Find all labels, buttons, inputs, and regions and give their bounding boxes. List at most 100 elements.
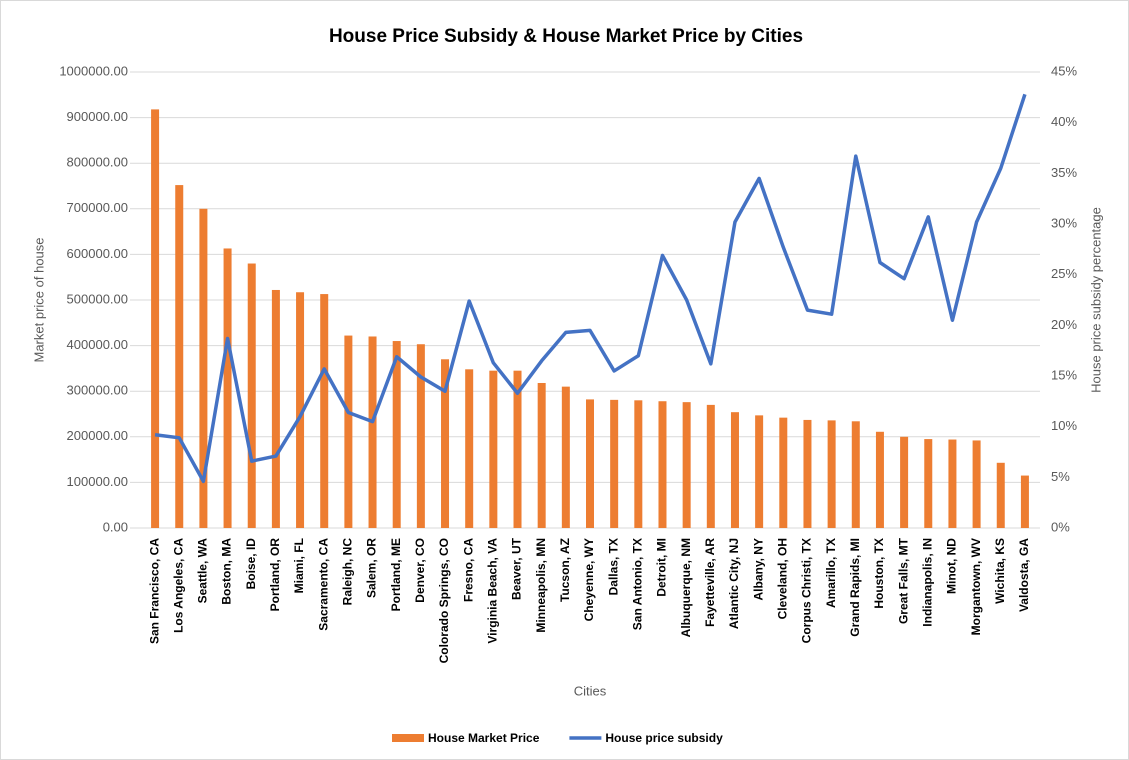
bar [537,382,546,528]
x-tick-label: Sacramento, CA [316,538,330,631]
bar [851,421,860,528]
bar [948,439,957,528]
y-tick-label: 800000.00 [67,155,128,170]
bar [175,185,184,528]
bar [658,401,667,528]
bar [610,399,619,528]
bar [271,289,280,528]
x-tick-label: Boston, MA [220,538,234,605]
bar [247,263,256,528]
bar [996,462,1005,528]
bar [755,415,764,528]
bar [586,399,594,528]
bar [199,208,208,529]
y-tick-label: 700000.00 [67,200,128,215]
bar [972,440,981,528]
x-tick-label: Boise, ID [244,538,258,590]
chart-title: House Price Subsidy & House Market Price… [329,26,803,47]
bar [827,420,836,528]
y-tick-label: 1000000.00 [59,63,128,78]
bar [392,341,401,528]
bar [900,436,909,528]
bar [513,370,522,528]
y2-tick-label: 20% [1051,317,1077,332]
y-tick-label: 300000.00 [67,383,128,398]
bar [682,402,691,528]
y-tick-label: 900000.00 [67,109,128,124]
x-tick-label: Seattle, WA [196,538,210,604]
y2-tick-label: 5% [1051,469,1070,484]
y2-tick-label: 35% [1051,165,1077,180]
x-axis-title: Cities [574,683,607,698]
x-tick-label: Minot, ND [945,538,959,594]
bar [1020,475,1029,528]
x-tick-label: Beaver, UT [510,537,524,600]
bar [441,359,450,528]
x-tick-label: Fayetteville, AR [703,538,717,627]
bar [779,417,788,528]
y-tick-label: 500000.00 [67,291,128,306]
x-tick-label: San Francisco, CA [147,538,161,644]
x-tick-label: Wichita, KS [993,538,1007,604]
x-tick-label: Portland, OR [268,538,282,612]
legend-label: House price subsidy [605,731,723,745]
x-tick-label: Morgantown, WV [969,538,983,635]
y-tick-label: 100000.00 [67,474,128,489]
x-tick-label: Albuquerque, NM [679,538,693,637]
x-tick-label: Salem, OR [365,538,379,598]
bar [730,412,739,528]
x-tick-label: Fresno, CA [461,538,475,602]
bar [296,292,305,528]
bar [465,369,474,528]
x-tick-label: Corpus Christi, TX [800,538,814,643]
y-tick-label: 200000.00 [67,428,128,443]
x-tick-label: Dallas, TX [606,538,620,595]
bar [368,336,377,528]
x-tick-label: Detroit, MI [655,538,669,597]
bar [634,400,643,528]
x-tick-label: Denver, CO [413,538,427,603]
bar [223,248,232,529]
bar [875,431,884,528]
x-tick-label: Minneapolis, MN [534,538,548,633]
x-tick-label: Amarillo, TX [824,538,838,608]
x-tick-label: Houston, TX [872,538,886,609]
legend-label: House Market Price [428,731,540,745]
x-tick-label: Miami, FL [292,538,306,593]
x-tick-label: Colorado Springs, CO [437,538,451,663]
x-tick-label: Atlantic City, NJ [727,538,741,629]
y2-tick-label: 45% [1051,63,1077,78]
x-tick-label: Great Falls, MT [896,537,910,624]
y2-tick-label: 15% [1051,367,1077,382]
bar [416,344,425,528]
y-tick-label: 400000.00 [67,337,128,352]
x-tick-label: Raleigh, NC [341,538,355,606]
x-tick-label: Cheyenne, WY [582,538,596,621]
y-tick-label: 0.00 [103,519,128,534]
x-tick-label: Albany, NY [751,538,765,600]
x-tick-label: Cleveland, OH [775,538,789,619]
x-tick-label: Los Angeles, CA [171,538,185,633]
x-tick-label: Indianapolis, IN [920,538,934,627]
line [154,93,1027,484]
x-tick-label: San Antonio, TX [630,538,644,630]
legend-swatch [392,734,424,742]
bar [320,294,329,528]
y2-axis-title: House price subsidy percentage [1088,207,1103,393]
bar [924,439,933,528]
x-tick-label: Valdosta, GA [1017,538,1031,612]
x-tick-label: Tucson, AZ [558,538,572,602]
y-axis-title: Market price of house [31,237,46,362]
bar [489,370,498,528]
x-tick-label: Virginia Beach, VA [486,538,500,644]
x-tick-label: Portland, ME [389,538,403,611]
bar [561,386,570,528]
bar [344,335,353,528]
bar [803,419,812,528]
y-tick-label: 600000.00 [67,246,128,261]
y2-tick-label: 0% [1051,519,1070,534]
y2-tick-label: 30% [1051,215,1077,230]
y2-tick-label: 10% [1051,418,1077,433]
